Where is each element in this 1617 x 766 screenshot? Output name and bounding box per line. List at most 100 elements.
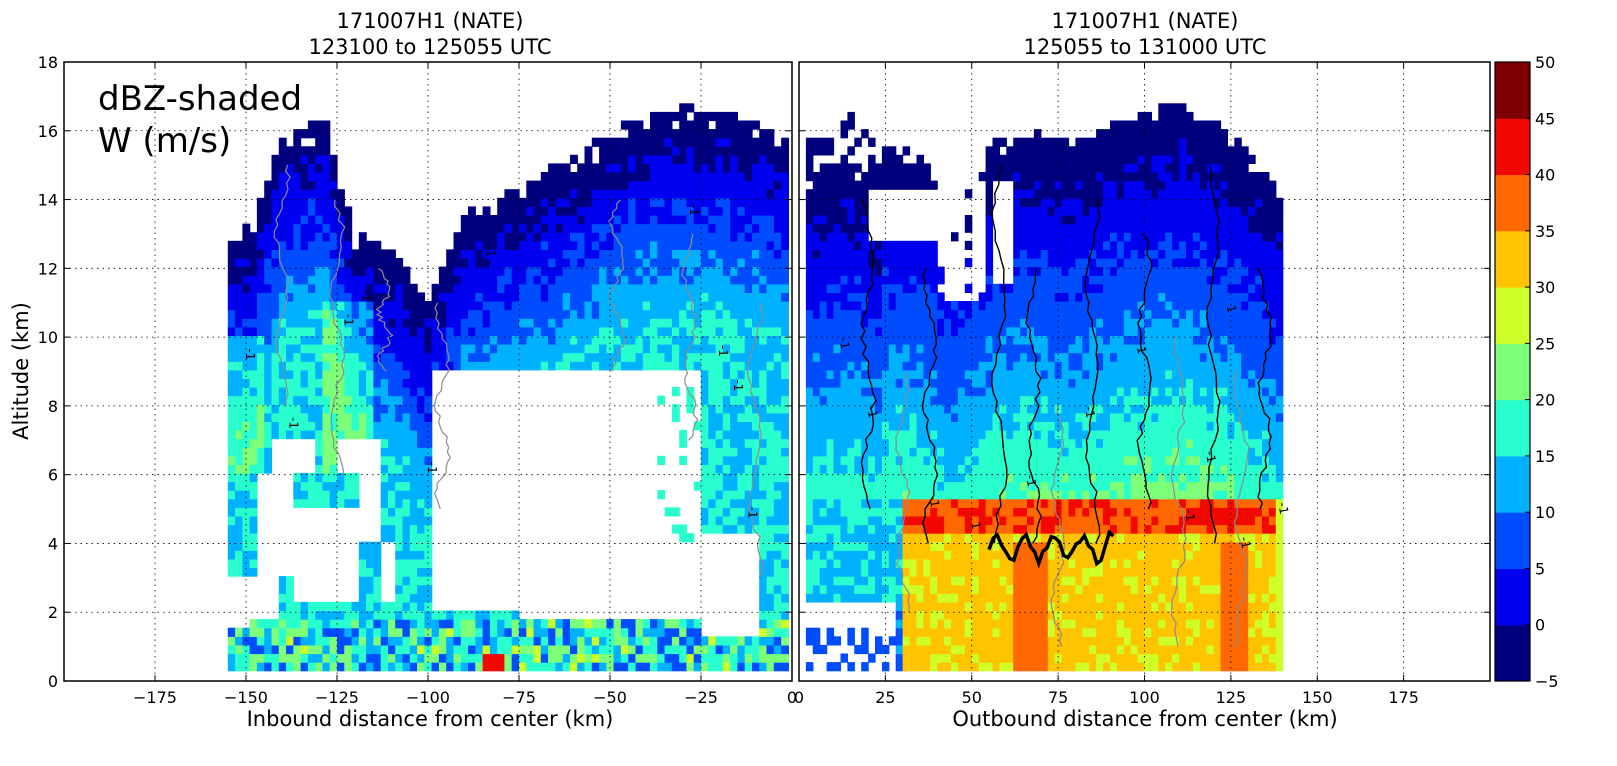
dbz-cell: [359, 662, 367, 671]
dbz-cell: [1041, 318, 1049, 327]
dbz-cell: [657, 189, 665, 198]
dbz-cell: [759, 232, 767, 241]
dbz-cell: [889, 464, 897, 473]
dbz-cell: [1013, 525, 1021, 534]
dbz-cell: [686, 636, 694, 645]
dbz-cell: [330, 619, 338, 628]
dbz-cell: [1006, 482, 1014, 491]
dbz-cell: [679, 645, 687, 654]
dbz-cell: [301, 619, 309, 628]
dbz-cell: [923, 318, 931, 327]
dbz-cell: [599, 232, 607, 241]
dbz-cell: [555, 189, 563, 198]
dbz-cell: [781, 550, 789, 559]
dbz-cell: [965, 550, 973, 559]
dbz-cell: [475, 327, 483, 336]
dbz-cell: [903, 361, 911, 370]
dbz-cell: [373, 344, 381, 353]
dbz-cell: [272, 387, 280, 396]
dbz-cell: [827, 464, 835, 473]
dbz-cell: [917, 318, 925, 327]
dbz-cell: [861, 396, 869, 405]
dbz-cell: [1013, 421, 1021, 430]
dbz-cell: [403, 327, 411, 336]
dbz-cell: [889, 353, 897, 362]
dbz-cell: [1013, 447, 1021, 456]
dbz-cell: [403, 456, 411, 465]
dbz-cell: [979, 327, 987, 336]
dbz-cell: [854, 378, 862, 387]
dbz-cell: [827, 206, 835, 215]
panel-inbound: -1-1-1-1-1-1-1-1-1-1 −175−150−125−100−75…: [38, 9, 797, 731]
dbz-cell: [577, 636, 585, 645]
dbz-cell: [930, 568, 938, 577]
dbz-cell: [979, 430, 987, 439]
dbz-cell: [889, 310, 897, 319]
dbz-cell: [388, 421, 396, 430]
dbz-cell: [972, 310, 980, 319]
dbz-cell: [417, 361, 425, 370]
dbz-cell: [301, 490, 309, 499]
dbz-cell: [965, 576, 973, 585]
dbz-cell: [745, 413, 753, 422]
dbz-cell: [657, 353, 665, 362]
dbz-cell: [352, 353, 360, 362]
dbz-cell: [930, 585, 938, 594]
dbz-cell: [759, 593, 767, 602]
dbz-cell: [917, 310, 925, 319]
dbz-cell: [708, 112, 716, 121]
dbz-cell: [1027, 645, 1035, 654]
dbz-cell: [847, 378, 855, 387]
dbz-cell: [417, 550, 425, 559]
dbz-cell: [308, 387, 316, 396]
dbz-cell: [592, 172, 600, 181]
dbz-cell: [315, 318, 323, 327]
dbz-cell: [424, 447, 432, 456]
dbz-cell: [555, 310, 563, 319]
dbz-cell: [410, 533, 418, 542]
dbz-cell: [723, 310, 731, 319]
dbz-cell: [979, 645, 987, 654]
dbz-cell: [723, 645, 731, 654]
dbz-cell: [737, 155, 745, 164]
dbz-cell: [483, 353, 491, 362]
dbz-cell: [512, 628, 520, 637]
dbz-cell: [468, 232, 476, 241]
dbz-cell: [708, 189, 716, 198]
dbz-cell: [497, 198, 505, 207]
dbz-cell: [432, 645, 440, 654]
dbz-cell: [381, 482, 389, 491]
dbz-cell: [344, 421, 352, 430]
dbz-cell: [986, 292, 994, 301]
dbz-cell: [774, 447, 782, 456]
dbz-cell: [614, 327, 622, 336]
dbz-cell: [636, 163, 644, 172]
dbz-cell: [293, 430, 301, 439]
dbz-cell: [395, 542, 403, 551]
dbz-cell: [903, 181, 911, 190]
dbz-cell: [337, 292, 345, 301]
dbz-cell: [301, 232, 309, 241]
dbz-cell: [279, 189, 287, 198]
dbz-cell: [636, 224, 644, 233]
dbz-cell: [563, 353, 571, 362]
dbz-cell: [621, 198, 629, 207]
dbz-cell: [381, 464, 389, 473]
dbz-cell: [781, 439, 789, 448]
dbz-cell: [308, 353, 316, 362]
dbz-cell: [701, 206, 709, 215]
dbz-cell: [628, 129, 636, 138]
dbz-cell: [264, 361, 272, 370]
dbz-cell: [868, 507, 876, 516]
dbz-cell: [847, 387, 855, 396]
dbz-cell: [614, 181, 622, 190]
dbz-cell: [628, 181, 636, 190]
dbz-cell: [417, 439, 425, 448]
dbz-cell: [279, 138, 287, 147]
dbz-cell: [752, 224, 760, 233]
dbz-cell: [774, 585, 782, 594]
dbz-cell: [1013, 310, 1021, 319]
dbz-cell: [322, 396, 330, 405]
dbz-cell: [806, 310, 814, 319]
dbz-cell: [813, 568, 821, 577]
